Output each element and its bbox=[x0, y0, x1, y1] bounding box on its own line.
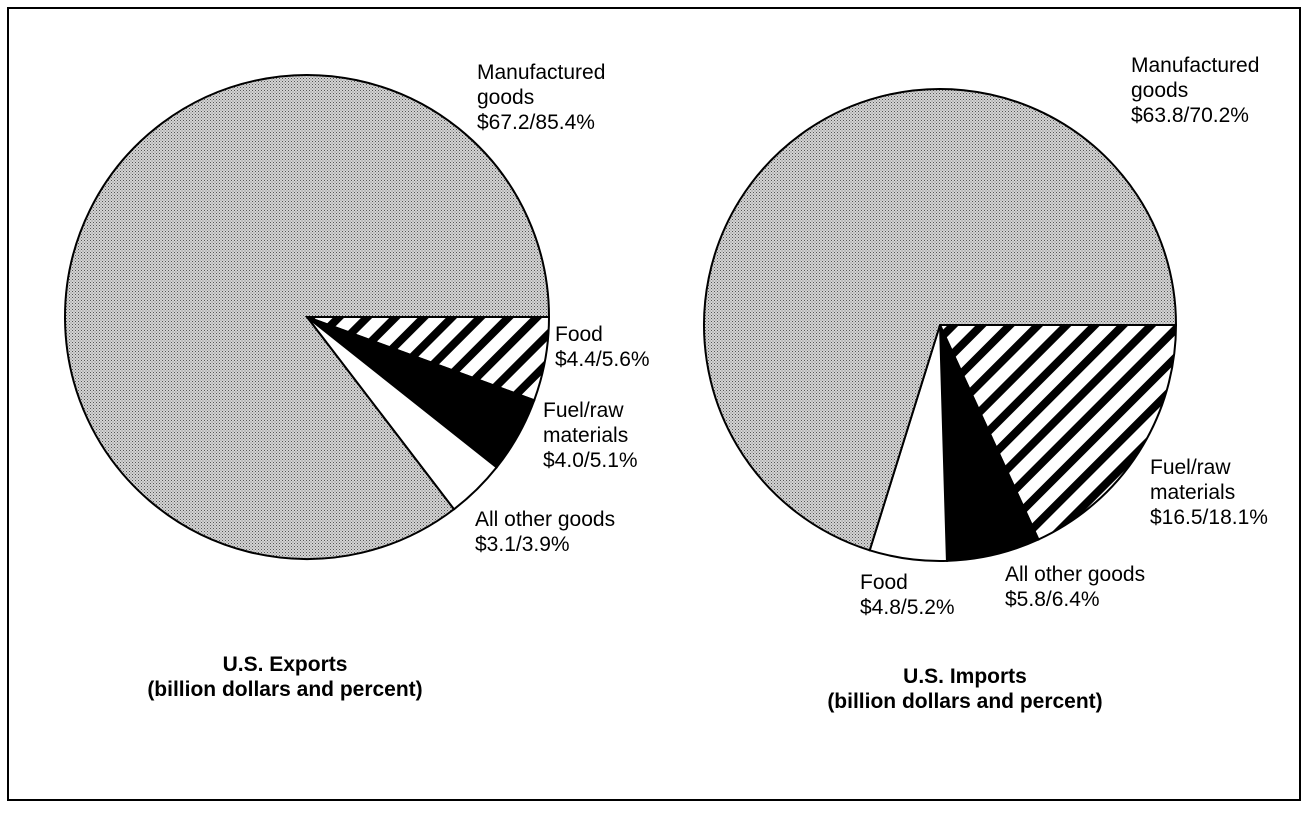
chart-title: U.S. Exports bbox=[222, 653, 348, 676]
category-name: Manufactured goods bbox=[477, 61, 606, 109]
pie-slice bbox=[64, 74, 551, 560]
chart-subtitle: (billion dollars and percent) bbox=[147, 678, 423, 701]
value-label: $16.5/18.1% bbox=[1150, 506, 1268, 529]
category-name: All other goods bbox=[475, 508, 616, 531]
chart-subtitle: (billion dollars and percent) bbox=[827, 690, 1103, 713]
category-name: Food bbox=[555, 323, 603, 346]
slice-label: All other goods $5.8/6.4% bbox=[1005, 562, 1205, 612]
value-label: $4.4/5.6% bbox=[555, 348, 650, 371]
category-name: Manufactured goods bbox=[1131, 54, 1260, 102]
category-name: Food bbox=[860, 571, 908, 594]
slice-label: Manufactured goods $63.8/70.2% bbox=[1131, 53, 1291, 128]
slice-label: All other goods $3.1/3.9% bbox=[475, 507, 705, 557]
slice-label: Fuel/raw materials $4.0/5.1% bbox=[543, 398, 663, 473]
slice-label: Food $4.8/5.2% bbox=[860, 570, 980, 620]
slice-label: Fuel/raw materials $16.5/18.1% bbox=[1150, 455, 1300, 530]
value-label: $5.8/6.4% bbox=[1005, 588, 1100, 611]
value-label: $4.0/5.1% bbox=[543, 449, 638, 472]
pie-slice bbox=[703, 88, 1178, 552]
category-name: All other goods bbox=[1005, 563, 1146, 586]
chart-title-block: U.S. Exports (billion dollars and percent… bbox=[75, 652, 495, 702]
value-label: $3.1/3.9% bbox=[475, 533, 570, 556]
value-label: $67.2/85.4% bbox=[477, 111, 595, 134]
pie-slice bbox=[938, 324, 1178, 541]
category-name: Fuel/raw materials bbox=[1150, 456, 1236, 504]
chart-title: U.S. Imports bbox=[903, 665, 1027, 688]
value-label: $4.8/5.2% bbox=[860, 596, 955, 619]
frame bbox=[7, 7, 1301, 801]
slice-label: Manufactured goods $67.2/85.4% bbox=[477, 60, 637, 135]
chart-title-block: U.S. Imports (billion dollars and percent… bbox=[755, 664, 1175, 714]
category-name: Fuel/raw materials bbox=[543, 399, 629, 447]
slice-label: Food $4.4/5.6% bbox=[555, 322, 675, 372]
value-label: $63.8/70.2% bbox=[1131, 104, 1249, 127]
